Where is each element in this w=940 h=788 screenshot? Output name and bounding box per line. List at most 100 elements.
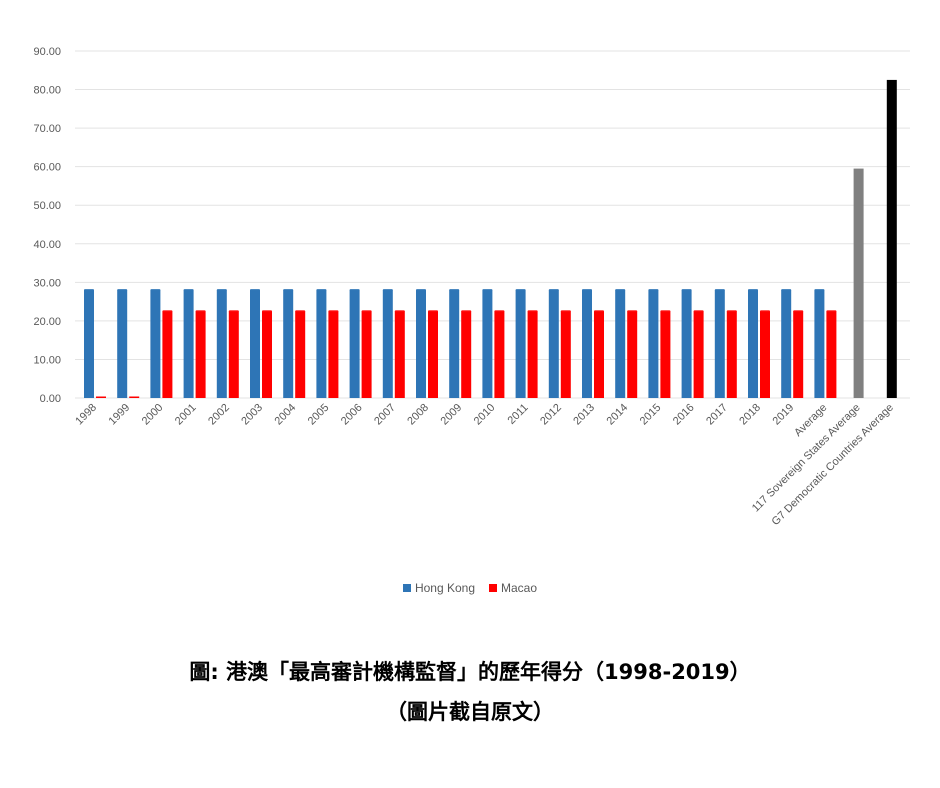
x-tick-label: 1999: [107, 402, 133, 428]
bar-macao: [494, 311, 505, 398]
x-tick-label: 2003: [239, 402, 265, 428]
x-tick-label: 2000: [140, 402, 166, 428]
bar-hong-kong-top: [714, 289, 725, 292]
bar-hong-kong: [748, 290, 758, 398]
bar-macao-top: [228, 310, 239, 313]
bar-hong-kong: [582, 290, 592, 398]
bar-macao-top: [760, 310, 770, 313]
bar-macao-top: [660, 310, 671, 313]
bar-hong-kong-top: [515, 289, 526, 292]
x-tick-label: 2010: [472, 402, 498, 428]
bar-macao-top: [527, 310, 538, 313]
bar-macao-top: [461, 310, 472, 313]
bar-macao-top: [394, 310, 405, 313]
figure-caption: 圖: 港澳「最高審計機構監督」的歷年得分（1998-2019）: [189, 660, 751, 684]
bar-macao: [726, 311, 737, 398]
legend-label-hong-kong: Hong Kong: [414, 581, 475, 595]
bar-hong-kong-top: [150, 289, 161, 292]
bar-macao-top: [793, 310, 804, 313]
bar-macao: [129, 396, 140, 398]
bar-macao: [394, 311, 405, 398]
bar-hong-kong: [648, 290, 659, 398]
y-axis-tick-labels: 0.00 10.00 20.00 30.00 40.00 50.00 60.00 70.00 8…: [33, 46, 61, 405]
y-tick-label: 50.00: [33, 200, 61, 212]
bar-macao: [461, 311, 472, 398]
bar-hong-kong: [316, 290, 327, 398]
y-tick-label: 90.00: [33, 46, 61, 58]
legend-label-macao: Macao: [501, 581, 538, 595]
figure-caption-source: （圖片截自原文）: [386, 700, 554, 724]
y-tick-label: 80.00: [33, 85, 61, 97]
bar-chart: 0.00 10.00 20.00 30.00 40.00 50.00 60.00 70.00 8…: [33, 46, 910, 528]
bar-hong-kong-top: [316, 289, 327, 292]
legend-item-hong-kong: Hong Kong: [402, 581, 475, 595]
bar-macao: [760, 311, 770, 398]
legend-swatch-macao: [489, 584, 497, 592]
bar-macao-top: [627, 310, 638, 313]
y-tick-label: 60.00: [33, 162, 61, 174]
bar-hong-kong: [781, 290, 792, 398]
bar-macao: [162, 311, 173, 398]
x-tick-label: 2002: [206, 402, 232, 428]
bar-macao: [826, 311, 837, 398]
bar-macao: [328, 311, 339, 398]
bar-hong-kong: [814, 290, 825, 398]
bar-macao-top: [295, 310, 306, 313]
bar-hong-kong: [150, 290, 161, 398]
x-tick-label: 2004: [273, 402, 299, 428]
x-tick-label: 2007: [372, 402, 398, 428]
bar-hong-kong: [449, 290, 460, 398]
bar-sovereign-states-average: [853, 168, 864, 398]
bar-hong-kong-top: [615, 289, 626, 292]
bar-macao: [96, 396, 106, 398]
x-tick-label: 1998: [73, 402, 99, 428]
bar-macao: [228, 311, 239, 398]
bar-hong-kong: [283, 290, 294, 398]
bar-macao: [527, 311, 538, 398]
bar-macao: [361, 311, 372, 398]
x-tick-label: 2013: [571, 402, 597, 428]
y-tick-label: 70.00: [33, 123, 61, 135]
bar-macao: [660, 311, 671, 398]
bar-hong-kong-top: [482, 289, 493, 292]
x-tick-label: 2009: [439, 402, 465, 428]
bar-hong-kong: [548, 290, 559, 398]
bar-macao-top: [726, 310, 737, 313]
x-tick-label: 2019: [771, 402, 797, 428]
bar-hong-kong-top: [814, 289, 825, 292]
x-tick-label: 2011: [506, 402, 531, 427]
x-tick-label: 2001: [173, 402, 199, 428]
bar-hong-kong-top: [283, 289, 294, 292]
bar-hong-kong-top: [349, 289, 360, 292]
bar-hong-kong-top: [681, 289, 692, 292]
x-tick-label: 2005: [306, 402, 332, 428]
bar-macao-top: [361, 310, 372, 313]
bars: [84, 79, 897, 399]
bar-hong-kong-top: [449, 289, 460, 292]
x-tick-label: 2018: [737, 402, 763, 428]
bar-hong-kong: [515, 290, 526, 398]
y-tick-label: 30.00: [33, 277, 61, 289]
bar-hong-kong-top: [84, 289, 94, 292]
bar-hong-kong: [216, 290, 227, 398]
bar-hong-kong-top: [416, 289, 426, 292]
legend: Hong Kong Macao: [0, 581, 940, 595]
bar-macao-top: [560, 310, 571, 313]
y-tick-label: 0.00: [40, 393, 61, 405]
bar-hong-kong: [382, 290, 393, 398]
bar-hong-kong-top: [183, 289, 194, 292]
bar-macao: [627, 311, 638, 398]
bar-macao: [793, 311, 804, 398]
bar-hong-kong-top: [648, 289, 659, 292]
x-tick-label: 2008: [405, 402, 431, 428]
bar-macao-top: [162, 310, 173, 313]
bar-macao-top: [195, 310, 206, 313]
bar-hong-kong-top: [382, 289, 393, 292]
bar-macao-top: [594, 310, 604, 313]
bar-hong-kong-top: [582, 289, 592, 292]
bar-macao-top: [826, 310, 837, 313]
bar-hong-kong-top: [250, 289, 260, 292]
x-tick-label: 2015: [638, 402, 664, 428]
x-tick-label: 2012: [538, 402, 564, 428]
bar-macao: [195, 311, 206, 398]
